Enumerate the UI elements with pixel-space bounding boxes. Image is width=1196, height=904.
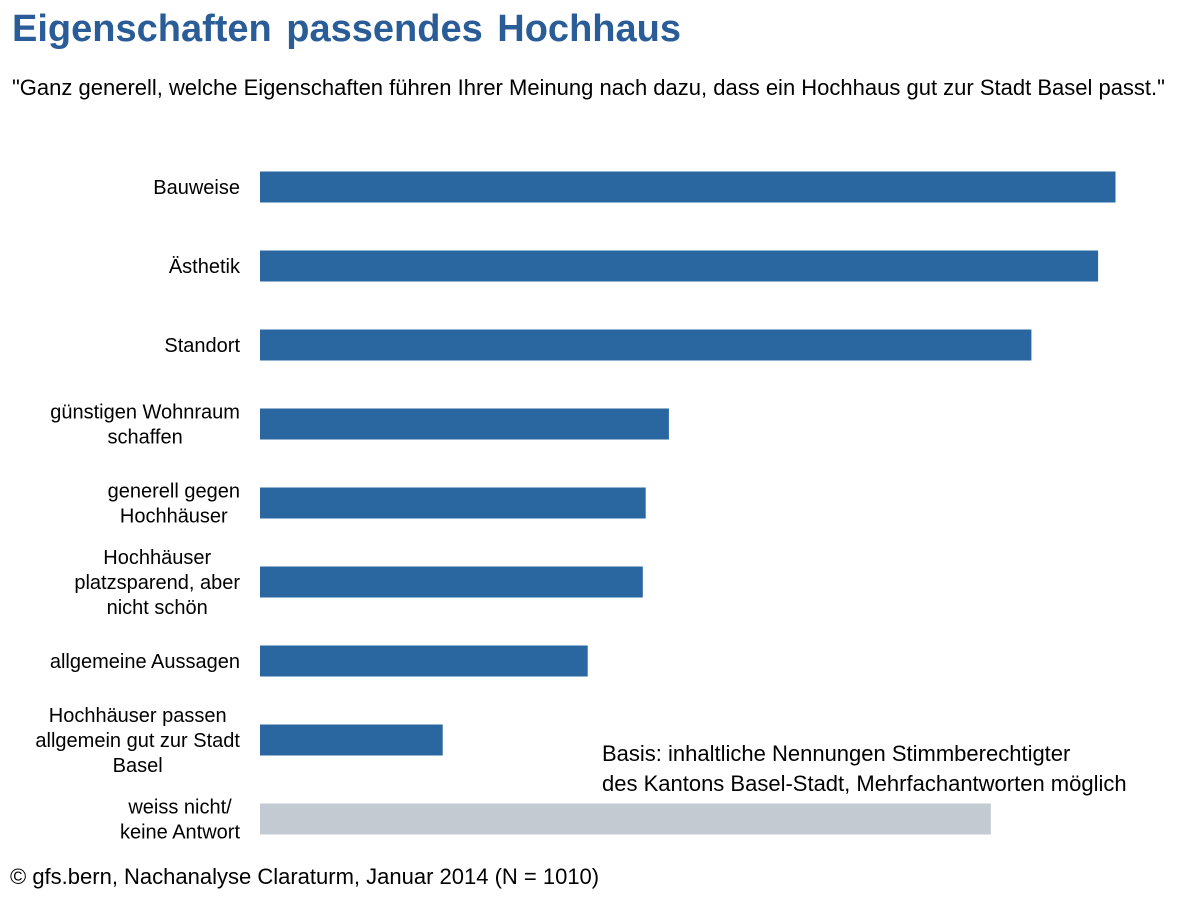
- bar-7: [260, 724, 443, 756]
- category-label-4-line-1: Hochhäuser: [120, 506, 228, 528]
- category-label-4-line-0: generell gegen: [108, 481, 240, 503]
- bar-5: [260, 566, 643, 598]
- category-label-1: Ästhetik: [169, 256, 241, 278]
- source-footnote: © gfs.bern, Nachanalyse Claraturm, Janua…: [10, 864, 600, 889]
- category-label-3-line-0: günstigen Wohnraum: [50, 402, 240, 424]
- bar-3: [260, 408, 669, 440]
- bar-4: [260, 487, 646, 519]
- bar-8: [260, 803, 991, 835]
- category-label-3: günstigen Wohnraum schaffen: [50, 402, 240, 449]
- category-label-5-line-0: Hochhäuser: [103, 547, 211, 569]
- category-label-2-line-0: Standort: [164, 335, 240, 357]
- bar-0: [260, 171, 1116, 203]
- category-label-0: Bauweise: [153, 177, 240, 199]
- category-label-7: Hochhäuser passen allgemein gut zur Stadt…: [35, 705, 240, 777]
- category-label-5-line-1: platzsparend, aber: [74, 572, 240, 594]
- category-label-0-line-0: Bauweise: [153, 177, 240, 199]
- category-label-3-line-1: schaffen: [107, 427, 182, 449]
- chart-title: Eigenschaften passendes Hochhaus: [12, 8, 681, 50]
- category-label-7-line-0: Hochhäuser passen: [49, 705, 227, 727]
- category-label-6-line-0: allgemeine Aussagen: [50, 651, 240, 673]
- chart-subtitle: "Ganz generell, welche Eigenschaften füh…: [12, 75, 1165, 100]
- bar-1: [260, 250, 1099, 282]
- category-label-6: allgemeine Aussagen: [50, 651, 240, 673]
- bar-6: [260, 645, 588, 677]
- category-label-8-line-0: weiss nicht/: [127, 797, 232, 819]
- basis-note-line-1: Basis: inhaltliche Nennungen Stimmberech…: [602, 741, 1071, 766]
- category-label-7-line-1: allgemein gut zur Stadt: [35, 730, 240, 752]
- basis-note-line-2: des Kantons Basel-Stadt, Mehrfachantwort…: [602, 771, 1127, 796]
- category-label-5: Hochhäuser platzsparend, aber nicht schön: [74, 547, 240, 619]
- category-label-8: weiss nicht/keine Antwort: [120, 797, 241, 844]
- category-labels-group: Bauweise Ästhetik Standort günstigen Wohnra…: [35, 177, 241, 844]
- category-label-2: Standort: [164, 335, 240, 357]
- basis-note: Basis: inhaltliche Nennungen Stimmberech…: [602, 739, 1127, 799]
- bar-2: [260, 329, 1032, 361]
- category-label-8-line-1: keine Antwort: [120, 822, 241, 844]
- category-label-5-line-2: nicht schön: [107, 597, 208, 619]
- category-label-1-line-0: Ästhetik: [169, 256, 241, 278]
- category-label-4: generell gegen Hochhäuser: [108, 481, 240, 528]
- category-label-7-line-2: Basel: [113, 755, 163, 777]
- bars-group: [260, 171, 1116, 835]
